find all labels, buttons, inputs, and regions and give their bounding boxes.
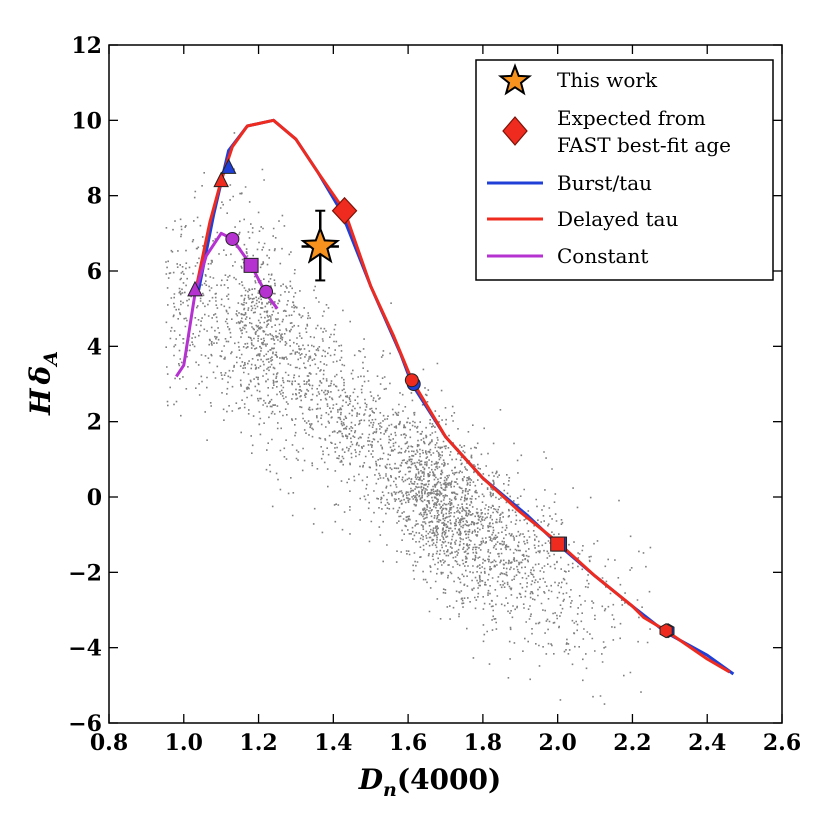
x-tick-label: 1.2 (239, 730, 277, 756)
y-tick-label: 4 (87, 334, 102, 360)
x-tick-label: 1.0 (165, 730, 203, 756)
marker-square (550, 536, 566, 552)
x-tick-label: 2.6 (763, 730, 801, 756)
y-axis-title-delta: δ (24, 366, 57, 386)
series-line-constant (175, 231, 279, 378)
scatter-points (165, 132, 652, 705)
legend-label-delayed-tau: Delayed tau (557, 207, 678, 231)
x-axis-title-rest: (4000) (397, 763, 501, 796)
model-tracks (175, 118, 735, 676)
marker-circle (225, 231, 240, 246)
legend-frame (475, 59, 774, 281)
y-tick-label: −4 (68, 636, 102, 662)
y-tick-label: 0 (87, 485, 102, 511)
x-tick-label: 2.0 (539, 730, 577, 756)
marker-hexagon (659, 623, 673, 639)
y-axis-title-subscript: A (40, 351, 62, 368)
x-tick-label: 2.2 (613, 730, 651, 756)
y-tick-label: 10 (71, 108, 102, 134)
legend-item-constant: Constant (487, 244, 648, 268)
background-galaxy-scatter (165, 132, 652, 705)
y-tick-label: −6 (68, 711, 102, 737)
this-work-star (300, 225, 341, 264)
x-tick-label: 1.8 (464, 730, 502, 756)
y-tick-label: 2 (87, 410, 102, 436)
x-tick-label: 0.8 (90, 730, 128, 756)
marker-square (243, 257, 259, 273)
highlight-points (300, 196, 358, 282)
legend-diamond-icon (502, 116, 528, 146)
x-axis-title-main: D (358, 763, 384, 796)
axis-ticks: 0.8 1.0 1.2 1.4 1.6 1.8 2.0 2.2 2.4 2.6 −6 −4 −2 0 2 4 6… (68, 33, 801, 756)
y-axis-title: HδA (24, 351, 62, 416)
marker-circle (259, 284, 274, 299)
x-axis-title: Dn(4000) (358, 763, 502, 801)
legend-label-constant: Constant (557, 244, 648, 268)
legend-item-burst-tau: Burst/tau (487, 171, 652, 195)
model-markers (187, 158, 675, 639)
legend-label-expected-line2: FAST best-fit age (557, 133, 731, 157)
y-tick-label: 12 (71, 33, 102, 59)
y-tick-label: 8 (87, 184, 102, 210)
marker-triangle (213, 171, 229, 188)
legend-item-expected: Expected from FAST best-fit age (502, 106, 731, 157)
expected-diamond (331, 196, 358, 225)
marker-circle (404, 373, 419, 388)
marker-triangle (220, 158, 237, 174)
x-axis-title-subscript: n (383, 779, 397, 801)
legend-item-this-work: This work (497, 63, 658, 96)
plot-frame (108, 44, 783, 724)
x-tick-label: 1.6 (389, 730, 427, 756)
y-tick-label: 6 (87, 259, 102, 285)
series-line-delayed-tau (193, 118, 731, 674)
x-tick-label: 1.4 (314, 730, 352, 756)
legend-star-icon (497, 63, 533, 96)
x-tick-label: 2.4 (688, 730, 726, 756)
legend-label-expected-line1: Expected from (557, 106, 706, 130)
y-tick-label: −2 (68, 560, 102, 586)
y-axis-title-main: H (24, 387, 57, 416)
marker-triangle (187, 280, 203, 297)
legend-label-burst-tau: Burst/tau (557, 171, 652, 195)
legend: This work Expected from FAST best-fit ag… (475, 59, 774, 281)
legend-label-this-work: This work (557, 68, 658, 92)
legend-item-delayed-tau: Delayed tau (487, 207, 678, 231)
